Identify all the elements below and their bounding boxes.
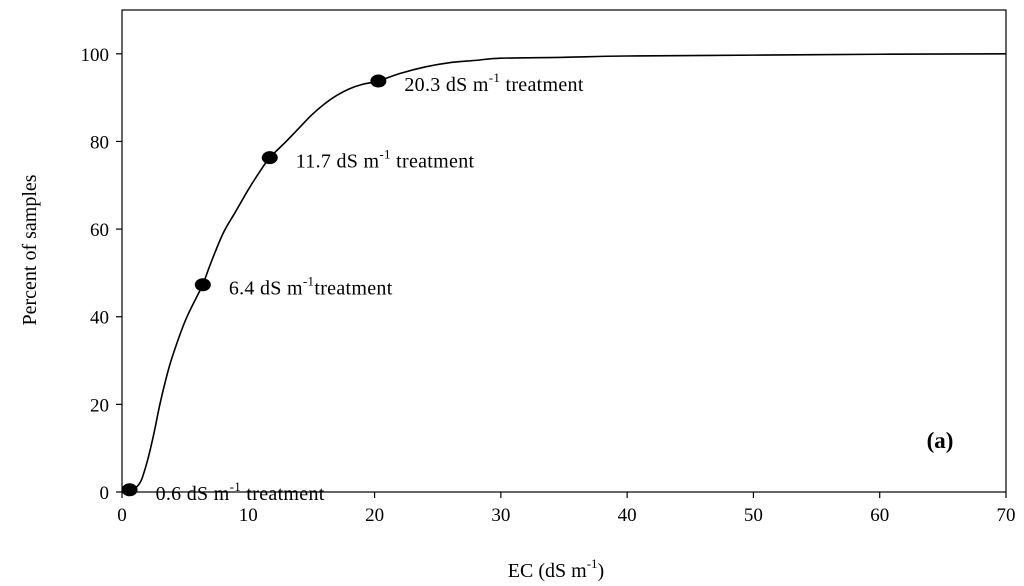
treatment-label: 6.4 dS m-1treatment bbox=[229, 274, 393, 300]
treatment-label: 0.6 dS m-1 treatment bbox=[156, 479, 325, 505]
treatment-label: 20.3 dS m-1 treatment bbox=[404, 70, 583, 96]
x-axis-ticks: 0 10 20 30 40 50 60 70 bbox=[117, 492, 1016, 526]
treatment-label-value: 11.7 dS m bbox=[296, 151, 380, 173]
treatment-marker bbox=[121, 483, 138, 497]
y-axis-title: Percent of samples bbox=[19, 174, 41, 325]
x-axis-title: EC (dS m-1) bbox=[508, 556, 604, 582]
x-tick-label: 50 bbox=[744, 505, 763, 526]
y-tick-label: 20 bbox=[90, 395, 109, 416]
cumulative-curve bbox=[129, 53, 1007, 491]
treatment-label-suffix: treatment bbox=[314, 278, 392, 300]
treatment-label-sup: -1 bbox=[379, 147, 390, 162]
treatment-label-sup: -1 bbox=[230, 479, 241, 494]
y-tick-label: 40 bbox=[90, 308, 109, 329]
x-axis-title-sup: -1 bbox=[587, 556, 598, 571]
x-tick-label: 10 bbox=[239, 505, 258, 526]
x-tick-label: 70 bbox=[997, 505, 1016, 526]
treatment-marker bbox=[194, 278, 211, 292]
y-axis-ticks: 0 20 40 60 80 100 bbox=[81, 45, 122, 504]
y-tick-label: 60 bbox=[90, 220, 109, 241]
y-tick-label: 80 bbox=[90, 132, 109, 153]
x-axis-title-tail: ) bbox=[598, 560, 605, 582]
treatment-label-value: 20.3 dS m bbox=[404, 74, 489, 96]
treatment-markers bbox=[121, 74, 387, 497]
x-tick-label: 0 bbox=[117, 505, 127, 526]
treatment-marker bbox=[370, 74, 387, 88]
x-tick-label: 20 bbox=[365, 505, 384, 526]
y-tick-label: 100 bbox=[81, 45, 110, 66]
x-tick-label: 60 bbox=[870, 505, 889, 526]
panel-label: (a) bbox=[927, 428, 954, 453]
treatment-label-sup: -1 bbox=[489, 70, 500, 85]
treatment-label-value: 6.4 dS m bbox=[229, 278, 303, 300]
plot-frame bbox=[121, 9, 1007, 493]
treatment-label-suffix: treatment bbox=[500, 74, 584, 96]
treatment-label: 11.7 dS m-1 treatment bbox=[296, 147, 475, 173]
treatment-label-value: 0.6 dS m bbox=[156, 483, 230, 505]
treatment-marker bbox=[261, 151, 278, 165]
x-axis-title-main: EC (dS m bbox=[508, 560, 587, 582]
treatment-label-suffix: treatment bbox=[391, 151, 475, 173]
x-tick-label: 30 bbox=[491, 505, 510, 526]
y-tick-label: 0 bbox=[100, 483, 110, 504]
treatment-label-suffix: treatment bbox=[241, 483, 325, 505]
x-tick-label: 40 bbox=[618, 505, 637, 526]
treatment-label-sup: -1 bbox=[303, 274, 314, 289]
